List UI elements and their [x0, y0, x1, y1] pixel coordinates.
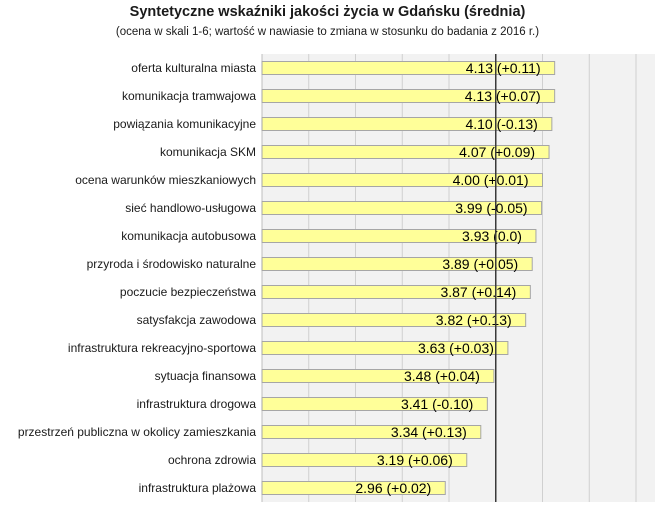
category-label: sieć handlowo-usługowa — [125, 201, 256, 215]
bar — [261, 369, 495, 383]
category-label: komunikacja tramwajowa — [122, 89, 256, 103]
data-label: 3.48 (+0.04) — [404, 368, 480, 384]
bar — [261, 481, 446, 495]
bar — [261, 425, 482, 439]
category-label: przyroda i środowisko naturalne — [87, 257, 257, 271]
category-label: infrastruktura drogowa — [137, 397, 257, 411]
data-label: 2.96 (+0.02) — [355, 480, 431, 496]
category-label: infrastruktura rekreacyjno-sportowa — [68, 341, 256, 355]
bar — [261, 173, 543, 187]
category-label: komunikacja autobusowa — [121, 229, 256, 243]
data-label: 4.10 (-0.13) — [465, 116, 537, 132]
bar — [261, 397, 488, 411]
category-label: komunikacja SKM — [160, 145, 256, 159]
bar — [261, 229, 537, 243]
data-label: 3.99 (-0.05) — [455, 200, 527, 216]
category-label: infrastruktura plażowa — [139, 481, 257, 495]
data-label: 3.87 (+0.14) — [440, 284, 516, 300]
data-label: 4.07 (+0.09) — [459, 144, 535, 160]
bar — [261, 117, 553, 131]
bar — [261, 285, 531, 299]
category-label: przestrzeń publiczna w okolicy zamieszka… — [18, 425, 256, 439]
bar — [261, 145, 550, 159]
data-label: 3.93 (0.0) — [462, 228, 522, 244]
bar — [261, 453, 468, 467]
category-label: oferta kulturalna miasta — [131, 61, 256, 75]
data-label: 3.63 (+0.03) — [418, 340, 494, 356]
category-label: sytuacja finansowa — [155, 369, 257, 383]
data-label: 3.34 (+0.13) — [391, 424, 467, 440]
category-label: poczucie bezpieczeństwa — [120, 285, 256, 299]
data-label: 3.82 (+0.13) — [436, 312, 512, 328]
bar — [261, 201, 543, 215]
category-label: ochrona zdrowia — [168, 453, 256, 467]
chart-title: Syntetyczne wskaźniki jakości życia w Gd… — [129, 4, 526, 20]
bar — [261, 313, 527, 327]
bar — [261, 89, 556, 103]
bar — [261, 341, 509, 355]
data-label: 4.13 (+0.07) — [465, 88, 541, 104]
data-label: 3.19 (+0.06) — [377, 452, 453, 468]
data-label: 4.00 (+0.01) — [453, 172, 529, 188]
category-label: satysfakcja zawodowa — [137, 313, 257, 327]
data-label: 4.13 (+0.11) — [466, 60, 541, 76]
data-label: 3.89 (+0.05) — [442, 256, 518, 272]
bar — [261, 257, 533, 271]
category-label: ocena warunków mieszkaniowych — [75, 173, 256, 187]
category-label: powiązania komunikacyjne — [113, 117, 256, 131]
chart-subtitle: (ocena w skali 1-6; wartość w nawiasie t… — [115, 26, 540, 38]
bar — [261, 61, 556, 75]
data-label: 3.41 (-0.10) — [401, 396, 473, 412]
